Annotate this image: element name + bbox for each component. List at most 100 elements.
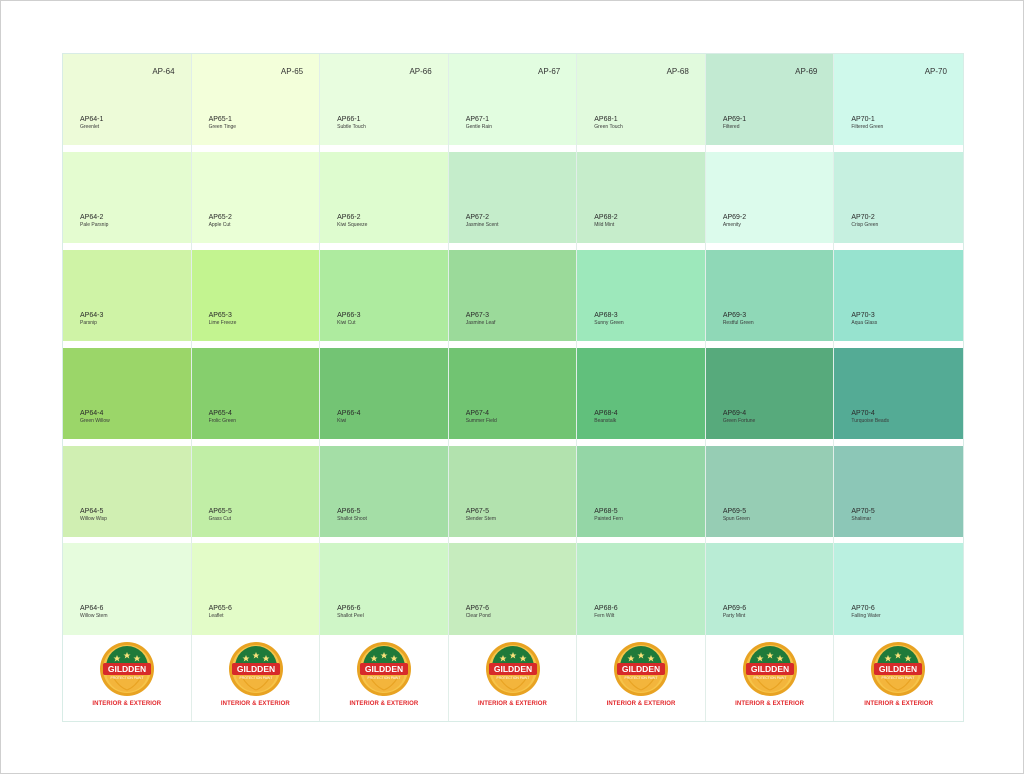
color-chip[interactable]: AP70-2 Crisp Green [834,152,963,243]
chip-name: Gentle Rain [465,124,493,130]
chip-code: AP69-5 [722,508,747,515]
chip-name: Aqua Glass [851,320,878,326]
color-chip[interactable]: AP65-4 Frolic Green [191,348,320,439]
strip-code: AP-66 [409,67,432,76]
chip-name: Green Willow [80,418,110,424]
chip-code: AP64-2 [80,214,104,221]
color-chip[interactable]: AP64-4 Green Willow [63,348,191,439]
brand-tagline: INTERIOR & EXTERIOR [349,701,419,707]
chip-name: Filtered [722,124,740,130]
color-chip[interactable]: AP-64 AP64-1 Greenlet [63,54,191,145]
brand-tagline: INTERIOR & EXTERIOR [864,701,934,707]
chip-name: Subtle Touch [337,124,366,130]
chip-code: AP70-3 [851,312,875,319]
color-chip[interactable]: AP66-2 Kiwi Squeeze [320,152,448,243]
brand-subline: PROTECTION PAINT [239,676,272,680]
chip-name: Jasmine Leaf [465,320,496,326]
color-chip[interactable]: AP64-3 Parsnip [63,250,191,341]
chip-name: Green Fortune [722,418,756,424]
strip-code: AP-64 [152,67,175,76]
chip-code: AP64-5 [80,508,104,515]
color-chip[interactable]: AP67-5 Slender Stem [448,446,577,537]
color-chip[interactable]: AP70-3 Aqua Glass [834,250,963,341]
color-chip[interactable]: AP69-6 Party Mint [705,543,834,635]
color-chip[interactable]: AP-70 AP70-1 Filtered Green [834,54,963,145]
chip-code: AP64-6 [80,605,104,612]
color-strip: AP-68 AP68-1 Green Touch AP68-2 Mild Mint AP6… [577,54,706,721]
brand-subline: PROTECTION PAINT [496,676,529,680]
chip-code: AP66-6 [337,605,361,612]
brand-logo-badge: GILDDEN PROTECTION PAINT [100,642,154,696]
color-chip[interactable]: AP69-5 Spun Green [705,446,834,537]
color-chip[interactable]: AP65-6 Leaflet [191,543,320,635]
color-chip[interactable]: AP67-6 Clear Pond [448,543,577,635]
chip-name: Filtered Green [851,124,884,130]
chip-name: Shalimar [851,516,872,522]
color-chip[interactable]: AP-69 AP69-1 Filtered [705,54,834,145]
color-chip[interactable]: AP65-2 Apple Cut [191,152,320,243]
color-chip[interactable]: AP67-3 Jasmine Leaf [448,250,577,341]
color-chip[interactable]: AP68-5 Painted Fern [577,446,705,537]
chip-code: AP67-4 [465,410,490,417]
chip-code: AP65-5 [208,508,232,515]
chip-code: AP68-6 [594,605,618,612]
color-chip[interactable]: AP-65 AP65-1 Green Tinge [191,54,320,145]
chip-name: Frolic Green [208,418,237,424]
color-chip[interactable]: AP66-3 Kiwi Cut [320,250,448,341]
color-chip[interactable]: AP64-6 Willow Stem [63,543,191,635]
color-chip[interactable]: AP70-6 Falling Water [834,543,963,635]
chip-name: Summer Field [465,418,497,424]
color-chip[interactable]: AP70-5 Shalimar [834,446,963,537]
chip-code: AP66-1 [337,116,361,123]
chip-code: AP68-5 [594,508,618,515]
chip-name: Grass Cut [208,516,232,522]
color-chip[interactable]: AP69-4 Green Fortune [705,348,834,439]
color-chip[interactable]: AP67-2 Jasmine Scent [448,152,577,243]
brand-tagline: INTERIOR & EXTERIOR [735,701,805,707]
chip-name: Clear Pond [465,613,491,619]
chip-name: Spun Green [722,516,750,522]
strip-code: AP-67 [538,67,561,76]
chip-name: Green Touch [594,124,623,130]
brand-logo: GILDDEN PROTECTION PAINT INTERIOR & EXTERI… [448,635,577,721]
brand-name: GILDDEN [108,664,146,674]
chip-code: AP67-3 [465,312,490,319]
brand-logo-badge: GILDDEN PROTECTION PAINT [614,642,669,696]
color-strip: AP-65 AP65-1 Green Tinge AP65-2 Apple Cut AP6… [191,54,321,721]
color-chip[interactable]: AP65-3 Lime Freeze [191,250,320,341]
color-chip[interactable]: AP-68 AP68-1 Green Touch [577,54,705,145]
color-chip[interactable]: AP68-2 Mild Mint [577,152,705,243]
chip-name: Kiwi Cut [337,320,356,326]
chip-name: Slender Stem [465,516,496,522]
color-chip[interactable]: AP64-5 Willow Wisp [63,446,191,537]
brand-subline: PROTECTION PAINT [368,676,401,680]
chip-name: Painted Fern [594,516,623,522]
color-chip[interactable]: AP68-3 Sunny Green [577,250,705,341]
brand-name: GILDDEN [879,664,917,674]
color-chip[interactable]: AP67-4 Summer Field [448,348,577,439]
brand-logo-badge: GILDDEN PROTECTION PAINT [228,642,283,696]
brand-name: GILDDEN [365,664,403,674]
brand-name: GILDDEN [751,664,789,674]
chip-name: Leaflet [208,613,224,619]
color-chip[interactable]: AP68-6 Fern Wilt [577,543,705,635]
chip-code: AP69-1 [722,116,747,123]
color-chip[interactable]: AP-66 AP66-1 Subtle Touch [320,54,448,145]
color-chip[interactable]: AP65-5 Grass Cut [191,446,320,537]
color-chip[interactable]: AP-67 AP67-1 Gentle Rain [448,54,577,145]
chip-name: Sunny Green [594,320,624,326]
brand-subline: PROTECTION PAINT [111,676,144,680]
color-chip[interactable]: AP70-4 Turquoise Beads [834,348,963,439]
chip-name: Willow Stem [80,613,108,619]
color-chip[interactable]: AP66-4 Kiwi [320,348,448,439]
chip-code: AP69-6 [722,605,747,612]
color-chip[interactable]: AP66-5 Shallot Shoot [320,446,448,537]
color-chip[interactable]: AP69-3 Restful Green [705,250,834,341]
strip-code: AP-69 [795,67,818,76]
color-chip[interactable]: AP64-2 Pale Parsnip [63,152,191,243]
color-chip[interactable]: AP66-6 Shallot Peel [320,543,448,635]
color-chip[interactable]: AP68-4 Beanstalk [577,348,705,439]
chip-name: Willow Wisp [80,516,107,522]
chip-code: AP67-2 [465,214,490,221]
color-chip[interactable]: AP69-2 Amenity [705,152,834,243]
